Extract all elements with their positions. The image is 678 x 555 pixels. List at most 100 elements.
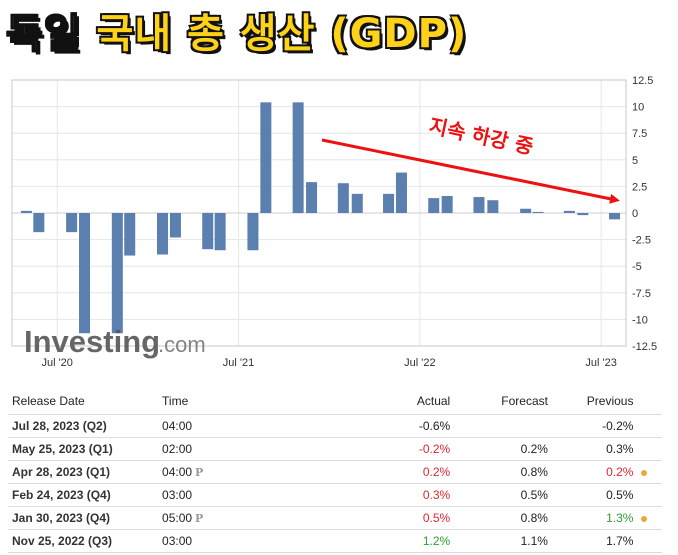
time-cell: 03:00 xyxy=(158,483,303,507)
headline-subject: 국내 총 생산 (GDP) xyxy=(96,11,468,57)
bar xyxy=(563,210,575,213)
bar xyxy=(532,211,544,213)
x-tick-label: Jul '23 xyxy=(585,357,616,369)
bar xyxy=(473,197,485,213)
y-tick-label: 2.5 xyxy=(632,181,647,193)
bar xyxy=(247,213,259,251)
bar xyxy=(395,172,407,213)
previous-cell: 1.7% xyxy=(551,529,638,553)
watermark-logo: Investing .com xyxy=(24,324,206,359)
table-row: Feb 24, 2023 (Q4) 03:00 0.3% 0.5% 0.5% xyxy=(8,483,662,507)
bar xyxy=(292,102,304,213)
time-value: 04:00 xyxy=(162,419,193,433)
col-time: Time xyxy=(158,388,303,415)
actual-cell: 0.2% xyxy=(302,460,455,484)
release-date-cell: Jan 30, 2023 (Q4) xyxy=(8,506,159,530)
plot-frame xyxy=(11,79,627,347)
y-tick-label: 7.5 xyxy=(632,128,647,140)
bar xyxy=(111,213,123,334)
col-forecast: Forecast xyxy=(454,388,552,415)
bar xyxy=(337,183,349,213)
forecast-cell: 0.2% xyxy=(454,437,552,461)
col-release-date: Release Date xyxy=(8,388,159,415)
trend-annotation: 지속 하강 중 xyxy=(427,113,536,159)
release-history-table: Release Date Time Actual Forecast Previo… xyxy=(8,388,662,553)
time-value: 04:00 xyxy=(162,465,193,479)
y-tick-label: 5 xyxy=(632,155,638,167)
bar xyxy=(33,213,45,233)
y-tick-label: -12.5 xyxy=(632,341,657,353)
bar xyxy=(124,213,136,256)
bar xyxy=(428,198,440,213)
forecast-cell: 1.1% xyxy=(454,529,552,553)
y-tick-label: -7.5 xyxy=(632,288,651,300)
table-header-row: Release Date Time Actual Forecast Previo… xyxy=(8,388,662,415)
x-tick-label: Jul '20 xyxy=(41,357,72,369)
time-cell: 04:00 P xyxy=(158,460,303,484)
y-axis-ticks: 12.5 10 7.5 5 2.5 0 -2.5 -5 -7.5 -10 -12.5 xyxy=(632,75,657,353)
actual-cell: 0.5% xyxy=(302,506,455,530)
bar xyxy=(79,213,91,334)
bar xyxy=(157,213,169,255)
previous-cell: 1.3% xyxy=(551,506,638,530)
release-date-cell: Jul 28, 2023 (Q2) xyxy=(8,414,159,438)
bar xyxy=(306,182,318,213)
y-tick-label: 12.5 xyxy=(632,75,653,87)
headline-country: 독일 xyxy=(5,10,82,58)
y-tick-label: -10 xyxy=(632,314,648,326)
table-row: Jul 28, 2023 (Q2) 04:00 -0.6% -0.2% xyxy=(8,414,662,438)
actual-cell: 0.3% xyxy=(302,483,455,507)
release-date-cell: Apr 28, 2023 (Q1) xyxy=(8,460,159,484)
actual-cell: -0.6% xyxy=(302,414,455,438)
revision-dot-icon xyxy=(641,470,648,476)
trend-arrow xyxy=(321,138,620,204)
forecast-cell: 0.5% xyxy=(454,483,552,507)
bar xyxy=(214,213,226,251)
watermark-brand: Investing xyxy=(24,324,160,359)
time-cell: 05:00 P xyxy=(158,506,303,530)
x-tick-label: Jul '21 xyxy=(223,357,254,369)
bar xyxy=(260,102,272,213)
bar xyxy=(441,195,453,213)
bar xyxy=(609,213,621,220)
release-date-cell: Nov 25, 2022 (Q3) xyxy=(8,529,159,553)
release-date-cell: Feb 24, 2023 (Q4) xyxy=(8,483,159,507)
bar xyxy=(383,193,395,213)
y-tick-label: 0 xyxy=(632,208,638,220)
bar xyxy=(520,208,532,213)
revision-dot-icon xyxy=(641,516,648,522)
col-previous: Previous xyxy=(551,388,638,415)
gdp-bar-chart: 12.5 10 7.5 5 2.5 0 -2.5 -5 -7.5 -10 -12.5 Jul '20… xyxy=(11,75,657,369)
bar xyxy=(202,213,214,250)
bar-series xyxy=(20,102,621,334)
table-row: Nov 25, 2022 (Q3) 03:00 1.2% 1.1% 1.7% xyxy=(8,529,662,553)
y-tick-label: -5 xyxy=(632,261,642,273)
forecast-cell: 0.8% xyxy=(454,506,552,530)
col-actual: Actual xyxy=(302,388,455,415)
previous-cell: -0.2% xyxy=(551,414,638,438)
time-value: 02:00 xyxy=(162,442,193,456)
table-row: Apr 28, 2023 (Q1) 04:00 P 0.2% 0.8% 0.2% xyxy=(8,460,662,484)
release-date-cell: May 25, 2023 (Q1) xyxy=(8,437,159,461)
time-cell: 03:00 xyxy=(158,529,303,553)
y-tick-label: -2.5 xyxy=(632,235,651,247)
bar xyxy=(169,213,181,238)
forecast-cell xyxy=(454,414,552,438)
watermark-suffix: .com xyxy=(158,332,206,357)
previous-cell: 0.5% xyxy=(551,483,638,507)
preliminary-flag-icon: P xyxy=(195,466,204,479)
actual-cell: -0.2% xyxy=(302,437,455,461)
forecast-cell: 0.8% xyxy=(454,460,552,484)
previous-cell: 0.2% xyxy=(551,460,638,484)
bar xyxy=(577,213,589,216)
table-row: May 25, 2023 (Q1) 02:00 -0.2% 0.2% 0.3% xyxy=(8,437,662,461)
bar xyxy=(20,210,32,213)
preliminary-flag-icon: P xyxy=(195,512,204,525)
table-body: Jul 28, 2023 (Q2) 04:00 -0.6% -0.2% May 25, … xyxy=(8,414,662,553)
table-row: Jan 30, 2023 (Q4) 05:00 P 0.5% 0.8% 1.3% xyxy=(8,506,662,530)
x-axis-ticks: Jul '20 Jul '21 Jul '22 Jul '23 xyxy=(41,357,616,369)
previous-cell: 0.3% xyxy=(551,437,638,461)
bar xyxy=(487,200,499,213)
y-tick-label: 10 xyxy=(632,102,644,114)
x-tick-label: Jul '22 xyxy=(404,357,435,369)
